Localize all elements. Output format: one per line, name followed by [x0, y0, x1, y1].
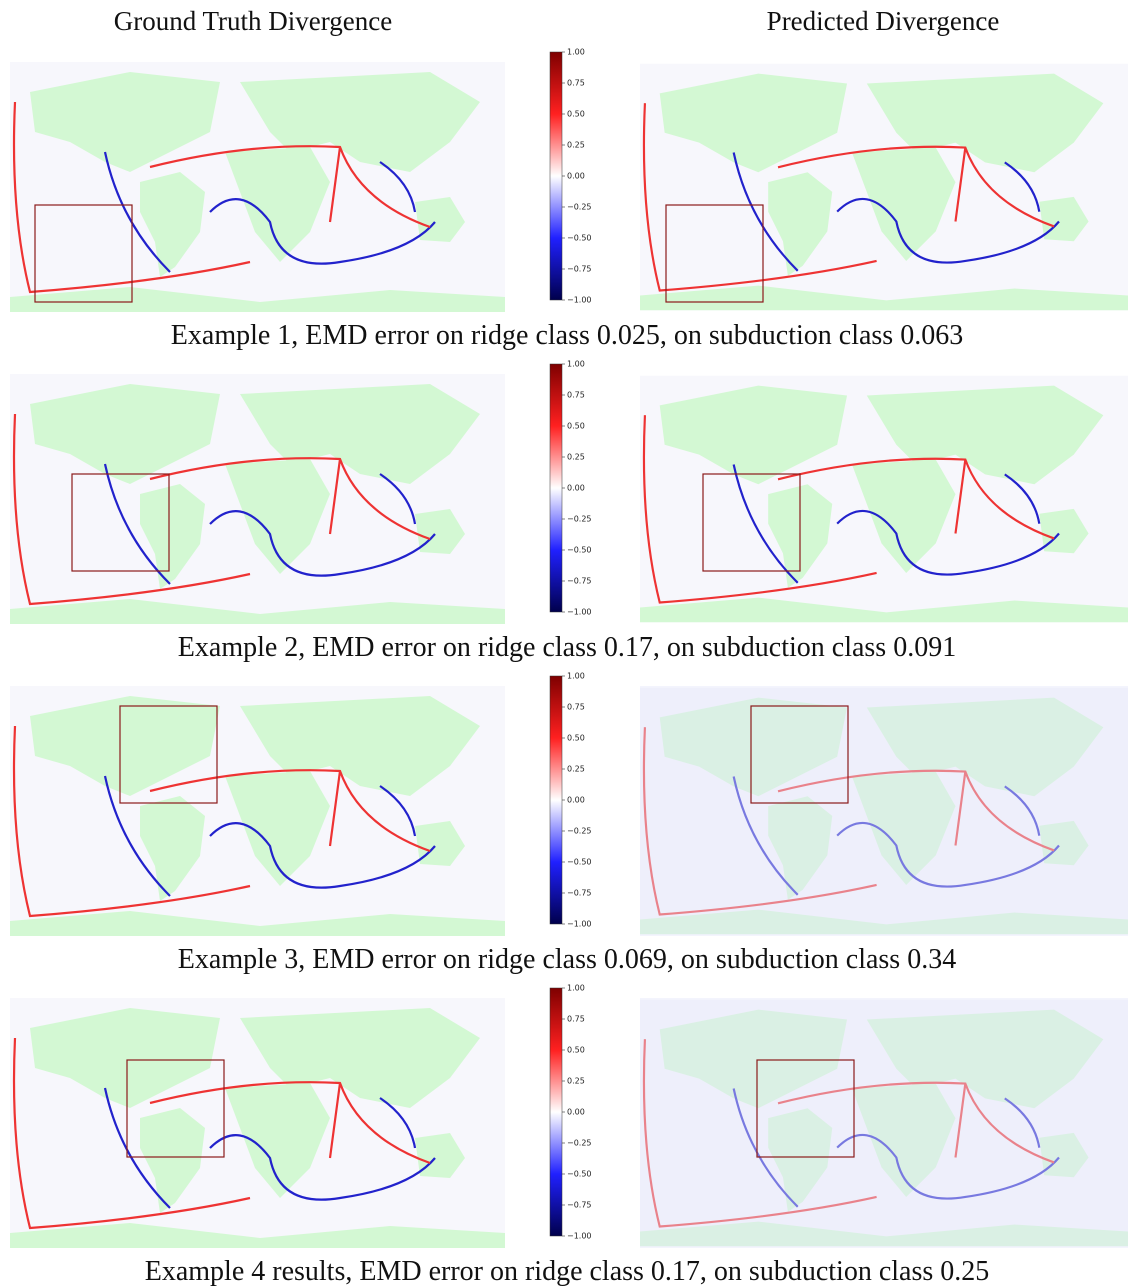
colorbar-tick-label: 1.00: [567, 672, 585, 681]
colorbar-tick-label: −0.50: [567, 1170, 592, 1179]
colorbar-tick-label: −1.00: [567, 296, 592, 305]
colorbar-tick-label: 1.00: [567, 984, 585, 993]
caption: Example 3, EMD error on ridge class 0.06…: [178, 944, 956, 975]
caption: Example 2, EMD error on ridge class 0.17…: [178, 632, 956, 663]
caption: Example 1, EMD error on ridge class 0.02…: [171, 320, 963, 351]
colorbar-tick-label: −0.25: [567, 1139, 592, 1148]
map-tint: [640, 686, 1128, 936]
colorbar-tick-label: −0.75: [567, 889, 592, 898]
ground-truth-map: [10, 62, 505, 312]
colorbar: [549, 987, 563, 1237]
highlight-box: [756, 1059, 855, 1158]
colorbar-tick-label: 0.25: [567, 1077, 585, 1086]
highlight-box: [665, 204, 764, 303]
colorbar-tick-label: 0.75: [567, 1015, 585, 1024]
colorbar-tick-label: 0.75: [567, 391, 585, 400]
colorbar: [549, 51, 563, 301]
ground-truth-map: [10, 374, 505, 624]
colorbar-tick-label: −0.25: [567, 515, 592, 524]
colorbar-tick-label: −1.00: [567, 920, 592, 929]
colorbar-tick-label: 0.00: [567, 796, 585, 805]
colorbar-tick-label: −1.00: [567, 608, 592, 617]
colorbar: [549, 363, 563, 613]
colorbar-tick-label: −1.00: [567, 1232, 592, 1241]
colorbar-tick-label: 0.75: [567, 703, 585, 712]
colorbar-tick-label: −0.25: [567, 203, 592, 212]
colorbar-tick-label: 0.25: [567, 141, 585, 150]
highlight-box: [71, 473, 170, 572]
right-title: Predicted Divergence: [767, 6, 1000, 36]
colorbar-tick-label: −0.75: [567, 265, 592, 274]
colorbar-tick-label: −0.50: [567, 546, 592, 555]
colorbar-tick-label: −0.75: [567, 577, 592, 586]
highlight-box: [34, 204, 133, 303]
colorbar-tick-label: −0.25: [567, 827, 592, 836]
colorbar-tick-label: 0.00: [567, 484, 585, 493]
colorbar-tick-label: −0.75: [567, 1201, 592, 1210]
colorbar-tick-label: −0.50: [567, 858, 592, 867]
colorbar-tick-label: 1.00: [567, 48, 585, 57]
colorbar-tick-label: 0.00: [567, 172, 585, 181]
colorbar-tick-label: 0.25: [567, 765, 585, 774]
predicted-map: [640, 374, 1128, 624]
highlight-box: [119, 705, 218, 804]
colorbar-tick-label: 0.00: [567, 1108, 585, 1117]
ground-truth-map: [10, 686, 505, 936]
highlight-box: [750, 705, 849, 804]
map-tint: [640, 998, 1128, 1248]
colorbar-tick-label: 0.50: [567, 110, 585, 119]
ground-truth-map: [10, 998, 505, 1248]
colorbar-tick-label: 0.50: [567, 422, 585, 431]
colorbar-tick-label: 0.75: [567, 79, 585, 88]
colorbar-tick-label: 1.00: [567, 360, 585, 369]
highlight-box: [702, 473, 801, 572]
caption: Example 4 results, EMD error on ridge cl…: [145, 1256, 990, 1287]
colorbar-tick-label: −0.50: [567, 234, 592, 243]
left-title: Ground Truth Divergence: [114, 6, 392, 36]
colorbar-tick-label: 0.25: [567, 453, 585, 462]
colorbar-tick-label: 0.50: [567, 1046, 585, 1055]
colorbar: [549, 675, 563, 925]
highlight-box: [126, 1059, 225, 1158]
predicted-map: [640, 62, 1128, 312]
colorbar-tick-label: 0.50: [567, 734, 585, 743]
